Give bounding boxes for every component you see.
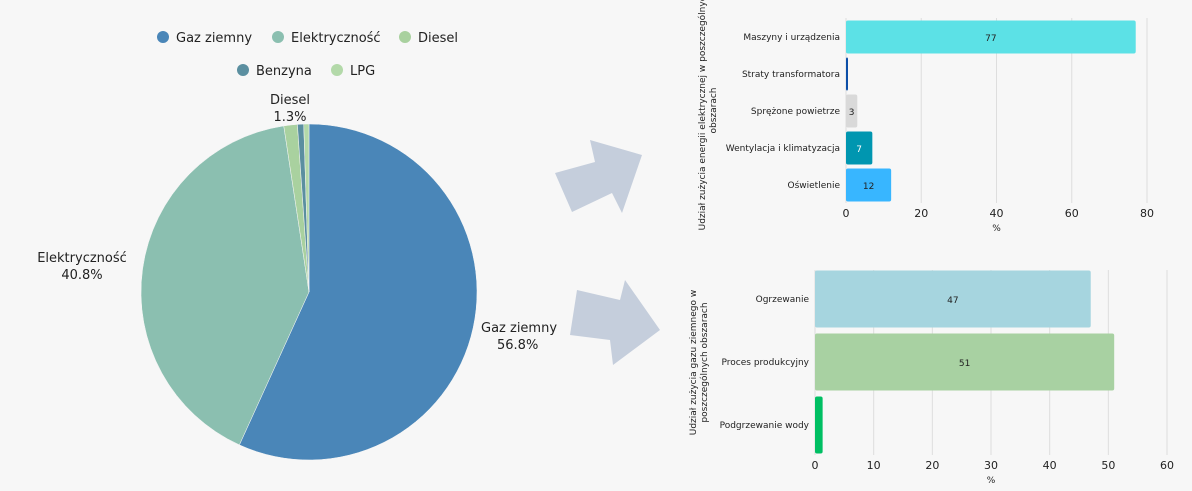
gas-bar-chart: 0 10 20 30 40 50 60% Ogrzewanie 47 Proces produkc… [689,270,1174,486]
y-axis-label: Udział zużycia energii elektrycznej w po… [697,0,719,230]
bar [846,20,1136,54]
pie-chart: Gaz ziemny 56.8% Elektryczność 40.8% Diesel 1… [37,93,557,461]
category-label: Sprężone powietrze [751,107,841,117]
legend-label: LPG [350,64,375,79]
data-label: 77 [985,34,996,44]
category-label: Wentylacja i klimatyzacja [726,144,840,154]
x-tick-label: 80 [1140,207,1154,220]
arrow-icon [555,140,642,213]
category-label: Podgrzewanie wody [720,421,810,431]
legend-label: Diesel [418,31,458,46]
x-tick-label: 0 [843,207,850,220]
legend-label: Elektryczność [291,31,381,46]
legend-label: Benzyna [256,64,312,79]
legend-marker [237,64,249,76]
bar [815,333,1115,391]
y-axis-label: Udział zużycia gazu ziemnego wposzczegól… [689,290,710,436]
x-tick-label: 60 [1065,207,1079,220]
pie-label-value: 1.3% [273,110,306,125]
pie-label-value: 40.8% [61,268,102,283]
x-tick-label: 10 [867,459,881,472]
x-axis-label: % [987,476,996,486]
legend-marker [331,64,343,76]
data-label: 51 [959,359,970,369]
bar [846,168,892,202]
legend-marker [399,31,411,43]
pie-slice [239,123,478,461]
electricity-bar-chart: 0 20 40 60 80% Maszyny i urządzenia 77 Straty t… [697,0,1154,234]
category-label: Straty transformatora [742,70,840,80]
bar [846,131,873,165]
bar [815,396,823,454]
x-tick-label: 30 [984,459,998,472]
legend-marker [272,31,284,43]
category-label: Oświetlenie [788,180,841,191]
legend-label: Gaz ziemny [176,31,252,46]
data-label: 7 [856,145,862,155]
x-tick-label: 60 [1160,459,1174,472]
pie-label-name: Elektryczność [37,251,127,266]
pie-slice [140,125,310,446]
pie-label-name: Diesel [270,93,310,108]
pie-label-name: Gaz ziemny [481,321,557,336]
data-label: 12 [863,182,874,192]
x-tick-label: 50 [1101,459,1115,472]
pie-label-value: 56.8% [497,338,538,353]
category-label: Maszyny i urządzenia [743,33,840,43]
arrow-icon [570,280,660,365]
data-label: 47 [947,296,958,306]
x-tick-label: 40 [1043,459,1057,472]
x-tick-label: 20 [914,207,928,220]
bar [846,57,848,91]
legend-marker [157,31,169,43]
bar [815,270,1091,328]
arrows [555,140,660,365]
pie-slice [303,123,310,293]
x-tick-label: 40 [990,207,1004,220]
x-tick-label: 0 [812,459,819,472]
x-tick-label: 20 [925,459,939,472]
category-label: Ogrzewanie [756,295,810,305]
category-label: Proces produkcyjny [722,358,810,368]
bar [846,94,858,128]
pie-legend: Gaz ziemny Elektryczność Diesel Benzyna LPG [157,31,458,79]
x-axis-label: % [992,224,1001,234]
data-label: 3 [849,108,855,118]
